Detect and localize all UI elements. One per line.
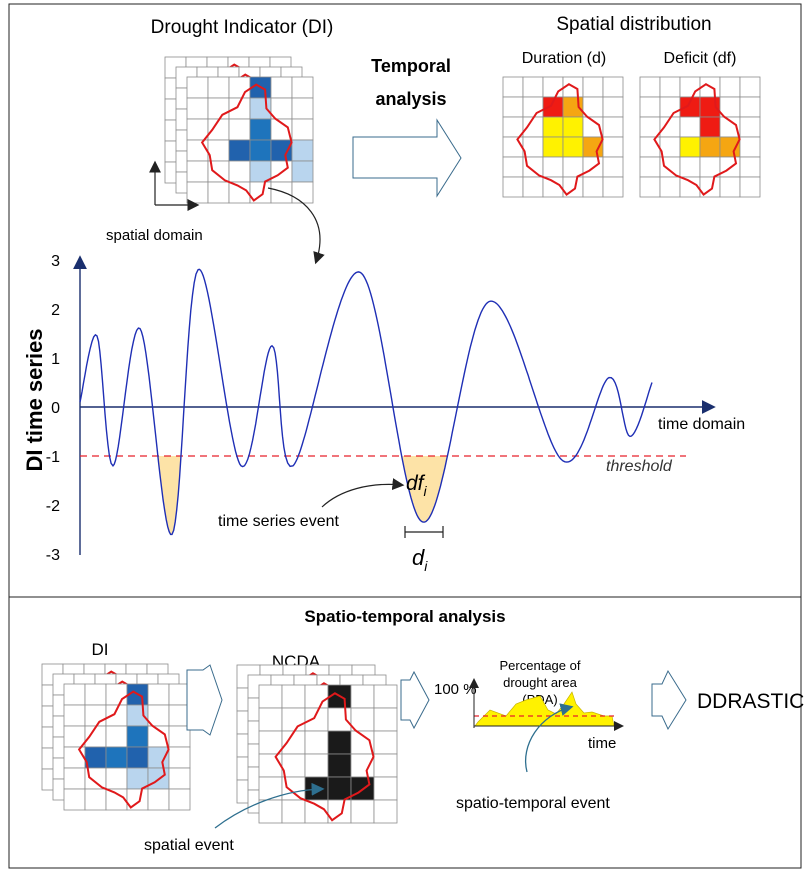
pda-to-result-arrow: [651, 669, 687, 731]
outer-frame: [8, 3, 802, 869]
temporal-analysis-arrow: [352, 118, 462, 198]
di-grid-front: [186, 76, 314, 204]
di-to-ncda-arrow: [186, 664, 223, 736]
pda-time-label: time: [588, 735, 616, 752]
ddrastic-label: DDRASTIC: [697, 690, 804, 713]
deficit-label: Deficit (df): [664, 50, 737, 67]
spatial-domain-label: spatial domain: [106, 227, 203, 244]
spatial-event-label: spatial event: [144, 837, 234, 854]
duration-map: [502, 76, 624, 198]
spatial-event-arrow: [214, 782, 325, 829]
y-tick-label: -2: [46, 498, 60, 515]
y-tick-label: 1: [51, 351, 60, 368]
pda-title-2: drought area: [503, 675, 577, 690]
ncda-to-pda-arrow: [400, 670, 430, 730]
di-label: DI: [92, 640, 109, 659]
pda-chart: [469, 678, 624, 731]
ncda-grid-stack: [236, 664, 398, 824]
ncda-grid-front: [258, 684, 398, 824]
spatial-distribution-title: Spatial distribution: [556, 14, 711, 35]
y-tick-label: 2: [51, 302, 60, 319]
pda-title-1: Percentage of: [500, 658, 581, 673]
di-grid-stack-bottom: [41, 663, 191, 811]
y-axis-label: DI time series: [22, 328, 47, 471]
deficit-area: [158, 456, 181, 535]
time-series-event-label: time series event: [218, 513, 339, 530]
deficit-symbol: dfi: [406, 472, 428, 499]
y-tick-label: 3: [51, 253, 60, 270]
threshold-label: threshold: [606, 458, 673, 475]
temporal-analysis-label-1: Temporal: [371, 56, 451, 76]
event-arrow: [321, 478, 405, 508]
x-axis-label: time domain: [658, 416, 745, 433]
drought-indicator-title: Drought Indicator (DI): [151, 17, 334, 38]
di-curve: [79, 268, 653, 536]
deficit-grid: [639, 76, 761, 198]
duration-grid: [502, 76, 624, 198]
spatio-temporal-title: Spatio-temporal analysis: [304, 607, 505, 626]
st-event-arrow: [525, 703, 574, 773]
grid-to-series-arrow: [267, 187, 325, 265]
duration-label: Duration (d): [522, 50, 606, 67]
y-tick-label: 0: [51, 400, 60, 417]
di-grid-bottom-front: [63, 683, 191, 811]
st-event-label: spatio-temporal event: [456, 795, 610, 812]
temporal-analysis-label-2: analysis: [375, 89, 446, 109]
y-tick-label: -1: [46, 449, 60, 466]
deficit-area: [401, 456, 447, 523]
pda-hundred-label: 100 %: [434, 681, 477, 698]
y-tick-label: -3: [46, 547, 60, 564]
spatial-domain-axes: [149, 160, 200, 211]
di-time-series-chart: 3 2 1 0 -1 -2 -3: [46, 253, 716, 564]
duration-bracket: [404, 526, 444, 538]
di-grid-stack: [164, 56, 314, 204]
duration-symbol: di: [412, 545, 428, 574]
deficit-map: [639, 76, 761, 198]
